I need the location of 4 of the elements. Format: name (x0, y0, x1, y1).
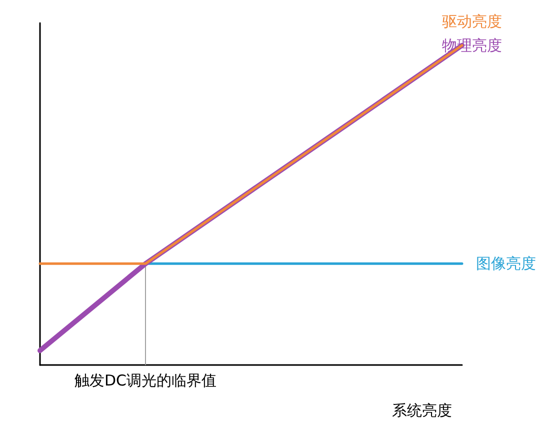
series-label: 图像亮度 (476, 254, 536, 273)
annotation: 触发DC调光的临界值 (74, 372, 217, 390)
x-axis-title: 系统亮度 (392, 402, 452, 420)
series-label: 驱动亮度 (442, 12, 502, 30)
